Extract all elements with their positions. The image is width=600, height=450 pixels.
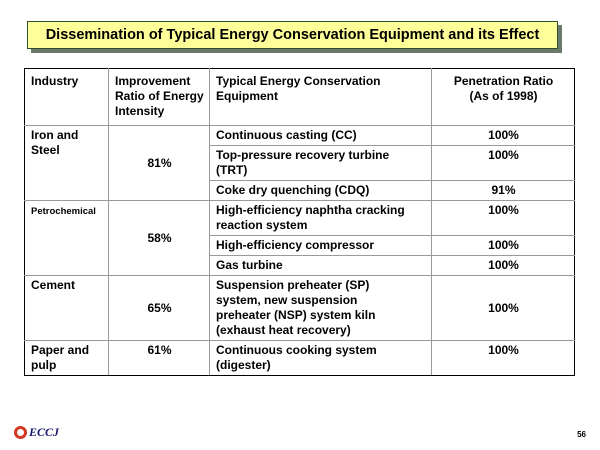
- industry-label: pulp: [31, 358, 57, 372]
- table-row: High-efficiency compressor 100%: [25, 235, 575, 256]
- equipment-cell: High-efficiency compressor: [209, 235, 432, 256]
- table-row: Cement 65% Suspension preheater (SP) sys…: [24, 275, 575, 341]
- title-banner: Dissemination of Typical Energy Conserva…: [27, 21, 562, 53]
- industry-cell: Petrochemical: [24, 200, 109, 276]
- header-penetration-line: (As of 1998): [469, 89, 538, 103]
- header-equipment-line: Typical Energy Conservation: [216, 74, 381, 88]
- penetration-cell: 100%: [431, 340, 575, 376]
- penetration-cell: 100%: [431, 200, 575, 236]
- industry-cell: Cement: [24, 275, 109, 341]
- equipment-cell: Continuous cooking system (digester): [209, 340, 432, 376]
- table-row: Top-pressure recovery turbine (TRT) 100%: [25, 145, 575, 181]
- equipment-label: High-efficiency compressor: [216, 238, 375, 252]
- eccj-logo-icon: [14, 426, 27, 439]
- equipment-cell: High-efficiency naphtha cracking reactio…: [209, 200, 432, 236]
- industry-label: Iron and: [31, 128, 79, 142]
- equipment-cell: Top-pressure recovery turbine (TRT): [209, 145, 432, 181]
- header-penetration: Penetration Ratio (As of 1998): [431, 68, 575, 126]
- ratio-cell: 81%: [108, 125, 210, 201]
- penetration-cell: 100%: [431, 275, 575, 341]
- equipment-label: Top-pressure recovery turbine: [216, 148, 390, 162]
- equipment-label: preheater (NSP) system kiln: [216, 308, 376, 322]
- table-row: Petrochemical 58% High-efficiency naphth…: [24, 200, 575, 276]
- header-improvement-line: Improvement: [115, 74, 191, 88]
- header-improvement-line: Ratio of Energy: [115, 89, 204, 103]
- penetration-cell: 100%: [431, 235, 575, 256]
- header-improvement-line: Intensity: [115, 104, 165, 118]
- table-header-row: Industry Improvement Ratio of Energy Int…: [24, 68, 575, 126]
- ratio-cell: 58%: [108, 200, 210, 276]
- penetration-cell: 100%: [431, 145, 575, 181]
- industry-label: Paper and: [31, 343, 90, 357]
- equipment-label: Continuous casting (CC): [216, 128, 357, 142]
- equipment-label: (TRT): [216, 163, 248, 177]
- header-industry: Industry: [24, 68, 109, 126]
- equipment-cell: Continuous casting (CC): [209, 125, 432, 146]
- penetration-cell: 100%: [431, 125, 575, 146]
- ratio-cell: 65%: [108, 275, 210, 341]
- industry-cell: Iron and Steel: [24, 125, 109, 201]
- page-number: 56: [577, 430, 586, 439]
- table-row: Paper and pulp 61% Continuous cooking sy…: [24, 340, 575, 376]
- equipment-label: system, new suspension: [216, 293, 358, 307]
- equipment-cell: Coke dry quenching (CDQ): [209, 180, 432, 201]
- header-equipment-line: Equipment: [216, 89, 278, 103]
- header-penetration-line: Penetration Ratio: [453, 74, 554, 88]
- equipment-label: Coke dry quenching (CDQ): [216, 183, 370, 197]
- industry-cell: Paper and pulp: [24, 340, 109, 376]
- energy-equipment-table: Industry Improvement Ratio of Energy Int…: [24, 68, 575, 376]
- equipment-label: (digester): [216, 358, 271, 372]
- eccj-logo: ECCJ: [14, 425, 59, 440]
- header-equipment: Typical Energy Conservation Equipment: [209, 68, 432, 126]
- industry-label: Petrochemical: [31, 206, 96, 217]
- equipment-cell: Suspension preheater (SP) system, new su…: [209, 275, 432, 341]
- industry-label: Cement: [31, 278, 76, 292]
- equipment-label: (exhaust heat recovery): [216, 323, 351, 337]
- equipment-label: High-efficiency naphtha cracking: [216, 203, 405, 217]
- ratio-cell: 61%: [108, 340, 210, 376]
- page-title: Dissemination of Typical Energy Conserva…: [27, 21, 558, 49]
- eccj-logo-text: ECCJ: [29, 425, 60, 439]
- header-improvement: Improvement Ratio of Energy Intensity: [108, 68, 210, 126]
- header-industry-label: Industry: [31, 74, 79, 88]
- penetration-cell: 100%: [431, 255, 575, 276]
- equipment-cell: Gas turbine: [209, 255, 432, 276]
- equipment-label: Gas turbine: [216, 258, 283, 272]
- equipment-label: Suspension preheater (SP): [216, 278, 370, 292]
- equipment-label: reaction system: [216, 218, 308, 232]
- penetration-cell: 91%: [431, 180, 575, 201]
- equipment-label: Continuous cooking system: [216, 343, 377, 357]
- industry-label: Steel: [31, 143, 60, 157]
- table-row: Iron and Steel 81% Continuous casting (C…: [24, 125, 575, 201]
